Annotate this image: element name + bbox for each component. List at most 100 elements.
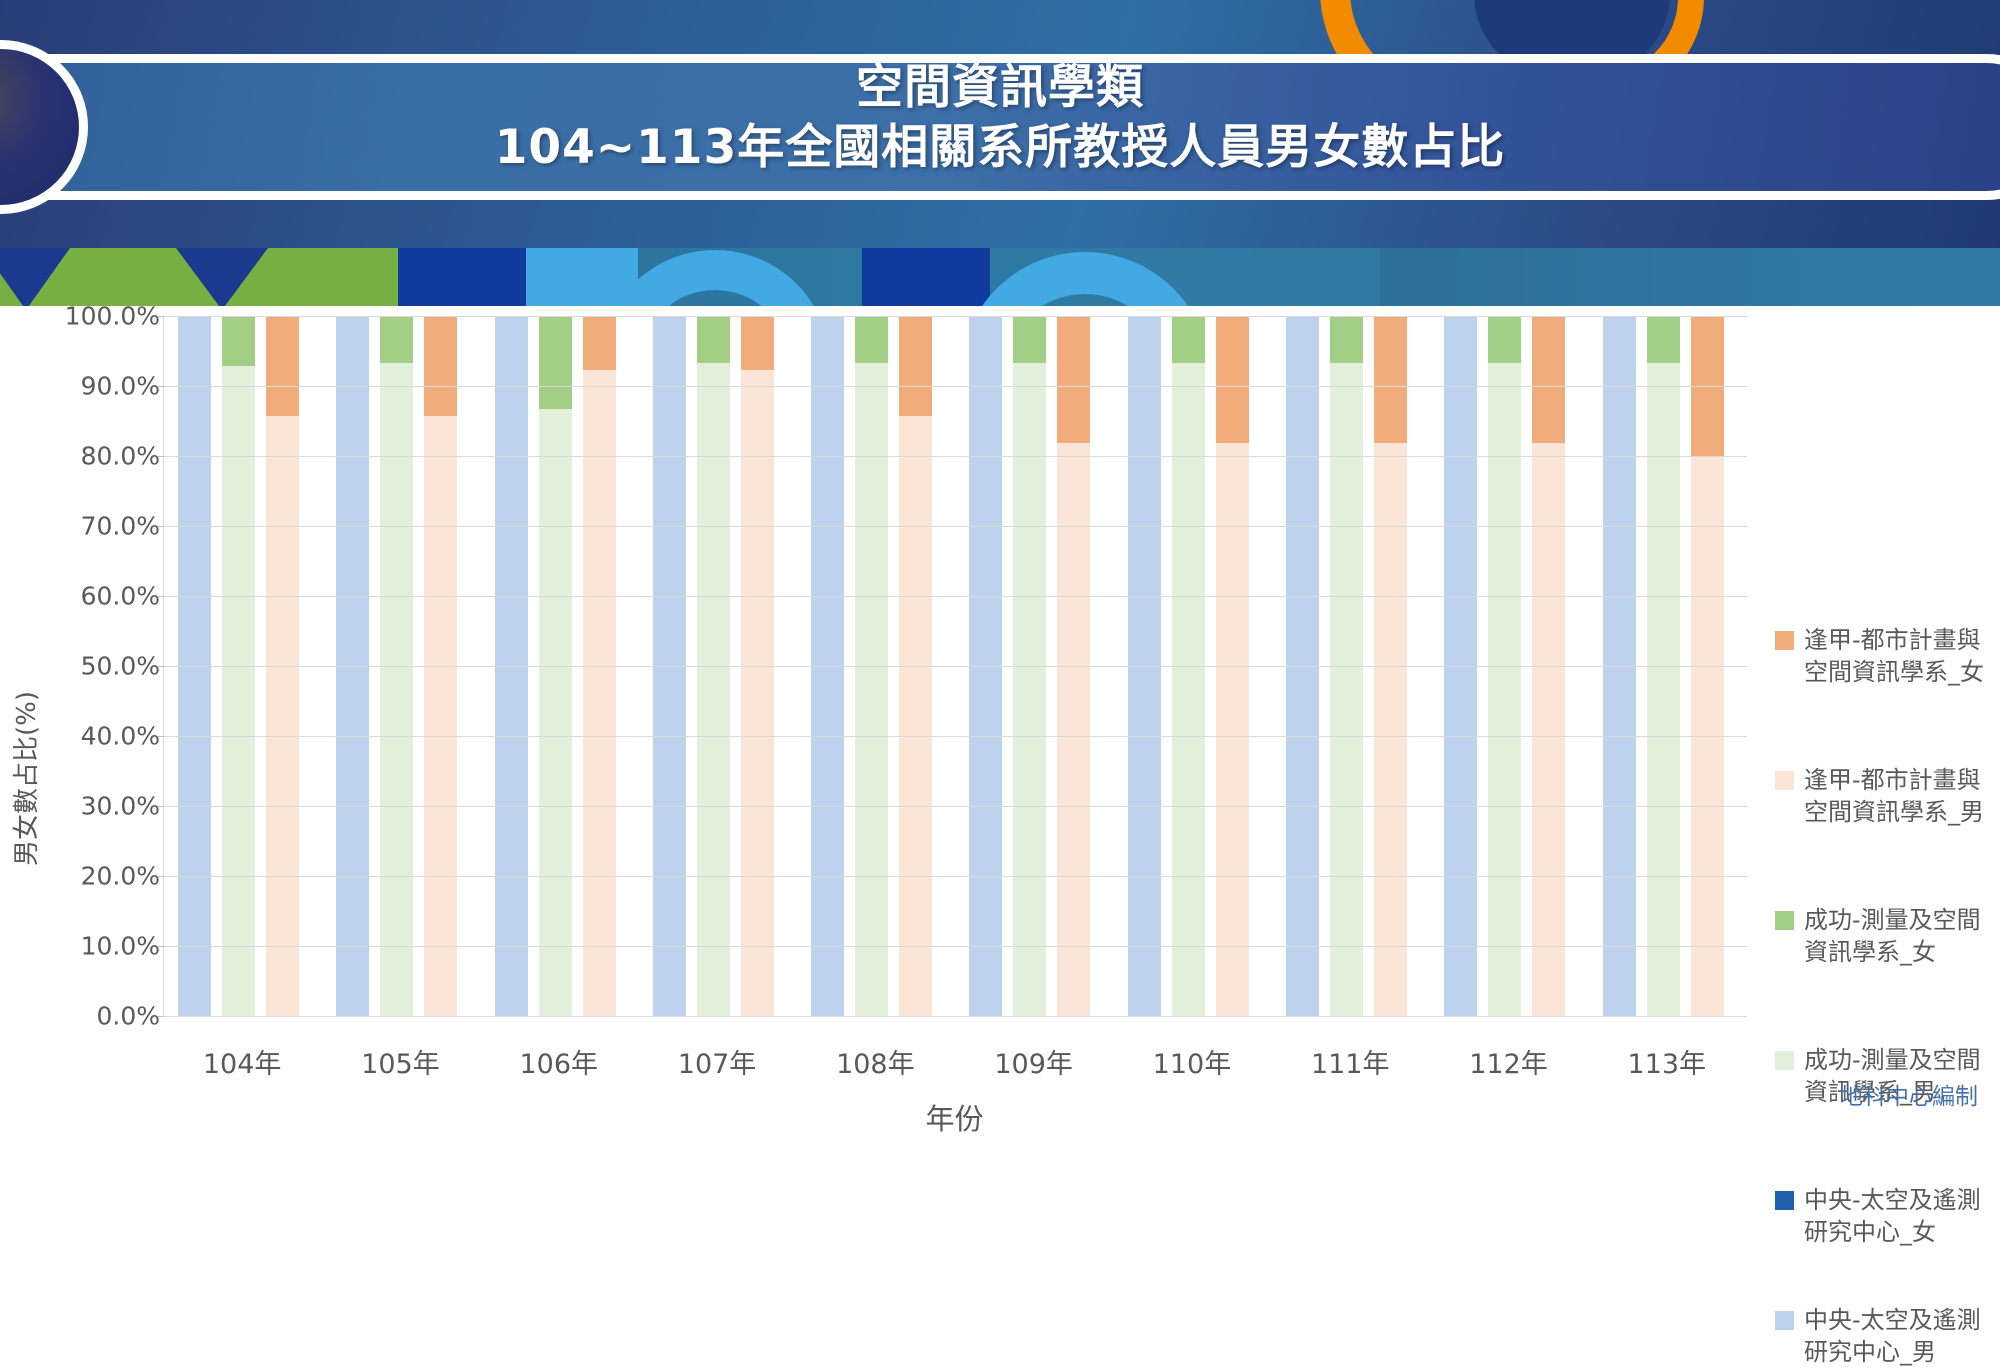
page-title: 空間資訊學類 104~113年全國相關系所教授人員男女數占比 (0, 58, 2000, 178)
bar-segment-female[interactable] (538, 316, 572, 410)
chart-legend: 逢甲-都市計畫與空間資訊學系_女 逢甲-都市計畫與空間資訊學系_男 成功-測量及空間… (1775, 612, 2000, 1366)
legend-item-0[interactable]: 逢甲-都市計畫與空間資訊學系_女 (1775, 624, 2000, 689)
bar-segment-female[interactable] (1374, 316, 1408, 444)
stacked-bar-fengjia-107年[interactable] (740, 316, 774, 1016)
legend-label: 中央-太空及遙測研究中心_男 (1804, 1306, 1981, 1367)
bar-segment-female[interactable] (740, 316, 774, 370)
legend-swatch-icon (1775, 911, 1794, 930)
bar-segment-male[interactable] (538, 409, 572, 1016)
bar-segment-male[interactable] (1215, 443, 1249, 1016)
y-axis-tick-mark (157, 806, 164, 807)
bar-segment-male[interactable] (1057, 443, 1091, 1016)
stacked-bar-fengjia-108年[interactable] (899, 316, 933, 1016)
y-axis-tick-mark (157, 316, 164, 317)
bar-segment-male[interactable] (424, 416, 458, 1016)
gridline (164, 526, 1747, 527)
stacked-bar-fengjia-111年[interactable] (1374, 316, 1408, 1016)
stacked-bar-chenggong-105年[interactable] (380, 316, 414, 1016)
stacked-bar-chenggong-108年[interactable] (855, 316, 889, 1016)
decorative-gradient-block (1380, 248, 2000, 306)
legend-item-1[interactable]: 逢甲-都市計畫與空間資訊學系_男 (1775, 764, 2000, 829)
stacked-bar-chenggong-107年[interactable] (696, 316, 730, 1016)
bar-segment-male[interactable] (582, 369, 616, 1016)
bar-segment-female[interactable] (380, 316, 414, 363)
gridline (164, 386, 1747, 387)
title-line-1: 空間資訊學類 (856, 60, 1144, 115)
decorative-ring-icon (960, 252, 1210, 306)
legend-label: 成功-測量及空間資訊學系_男 (1804, 1046, 1981, 1107)
y-axis-tick-mark (157, 736, 164, 737)
y-axis-tick-label: 40.0% (80, 721, 160, 751)
stacked-bar-chenggong-112年[interactable] (1488, 316, 1522, 1016)
bar-segment-male[interactable] (740, 369, 774, 1016)
y-axis-tick-mark (157, 946, 164, 947)
bar-segment-female[interactable] (424, 316, 458, 417)
bar-segment-female[interactable] (222, 316, 255, 366)
bar-segment-female[interactable] (1171, 316, 1205, 363)
stacked-bar-chenggong-106年[interactable] (538, 316, 572, 1016)
legend-label: 逢甲-都市計畫與空間資訊學系_男 (1804, 766, 1984, 827)
decorative-chevron-icon (0, 248, 70, 306)
stacked-bar-fengjia-104年[interactable] (266, 316, 299, 1016)
bar-segment-male[interactable] (855, 362, 889, 1016)
stacked-bar-chenggong-113年[interactable] (1646, 316, 1680, 1016)
stacked-bar-fengjia-105年[interactable] (424, 316, 458, 1016)
y-axis-tick-label: 80.0% (80, 441, 160, 471)
gridline (164, 1016, 1747, 1017)
x-axis-tick-label: 113年 (1627, 1049, 1707, 1080)
x-axis-tick-label: 105年 (361, 1049, 440, 1080)
y-axis-tick-label: 10.0% (80, 931, 160, 961)
bar-segment-male[interactable] (1532, 443, 1566, 1016)
bar-segment-female[interactable] (1057, 316, 1091, 444)
bar-segment-female[interactable] (855, 316, 889, 363)
bar-group-110年 (1114, 316, 1272, 1016)
stacked-bar-fengjia-106年[interactable] (582, 316, 616, 1016)
bar-segment-female[interactable] (1215, 316, 1249, 444)
y-axis-tick-label: 90.0% (80, 371, 160, 401)
bar-segment-female[interactable] (1532, 316, 1566, 444)
bar-segment-female[interactable] (1330, 316, 1364, 363)
bar-segment-female[interactable] (1013, 316, 1047, 363)
legend-item-5[interactable]: 中央-太空及遙測研究中心_男 (1775, 1304, 2000, 1369)
gridline (164, 736, 1747, 737)
bar-group-111年 (1272, 316, 1430, 1016)
y-axis-tick-labels: 100.0% 90.0% 80.0% 70.0% 60.0% 50.0% 40.0% 30.0… (0, 302, 160, 1125)
bar-segment-male[interactable] (899, 416, 933, 1016)
stacked-bar-fengjia-112年[interactable] (1532, 316, 1566, 1016)
bar-segment-female[interactable] (1646, 316, 1680, 363)
stacked-bar-chenggong-111年[interactable] (1330, 316, 1364, 1016)
decorative-navy-block (398, 248, 526, 306)
bar-segment-male[interactable] (1330, 362, 1364, 1016)
bar-segment-male[interactable] (1488, 362, 1522, 1016)
x-axis-title: 年份 (925, 1102, 984, 1136)
stacked-bar-chenggong-104年[interactable] (222, 316, 255, 1016)
stacked-bar-fengjia-110年[interactable] (1215, 316, 1249, 1016)
bar-group-106年 (481, 316, 639, 1016)
bar-segment-female[interactable] (266, 316, 299, 417)
bar-segment-male[interactable] (1171, 362, 1205, 1016)
bar-segment-male[interactable] (222, 365, 255, 1016)
decorative-chevron-icon (176, 248, 268, 306)
legend-item-2[interactable]: 成功-測量及空間資訊學系_女 (1775, 904, 2000, 969)
bar-segment-male[interactable] (696, 362, 730, 1016)
stacked-bar-fengjia-109年[interactable] (1057, 316, 1091, 1016)
bar-segment-male[interactable] (1013, 362, 1047, 1016)
bar-segment-female[interactable] (582, 316, 616, 370)
title-line-2: 104~113年全國相關系所教授人員男女數占比 (494, 120, 1506, 176)
bar-segment-female[interactable] (696, 316, 730, 363)
legend-item-4[interactable]: 中央-太空及遙測研究中心_女 (1775, 1184, 2000, 1249)
stacked-bar-chenggong-110年[interactable] (1171, 316, 1205, 1016)
bar-segment-male[interactable] (1374, 443, 1408, 1016)
bar-segment-male[interactable] (266, 416, 299, 1016)
x-axis-tick-label: 111年 (1310, 1049, 1390, 1080)
y-axis-tick-label: 100.0% (64, 301, 160, 331)
bar-segment-male[interactable] (380, 362, 414, 1016)
bar-segment-female[interactable] (899, 316, 933, 417)
bar-segment-female[interactable] (1488, 316, 1522, 363)
stacked-bar-chenggong-109年[interactable] (1013, 316, 1047, 1016)
bar-segment-male[interactable] (1646, 362, 1680, 1016)
legend-item-3[interactable]: 成功-測量及空間資訊學系_男 (1775, 1044, 2000, 1109)
y-axis-tick-mark (157, 876, 164, 877)
gridline (164, 876, 1747, 877)
x-axis-tick-label: 109年 (994, 1049, 1073, 1080)
